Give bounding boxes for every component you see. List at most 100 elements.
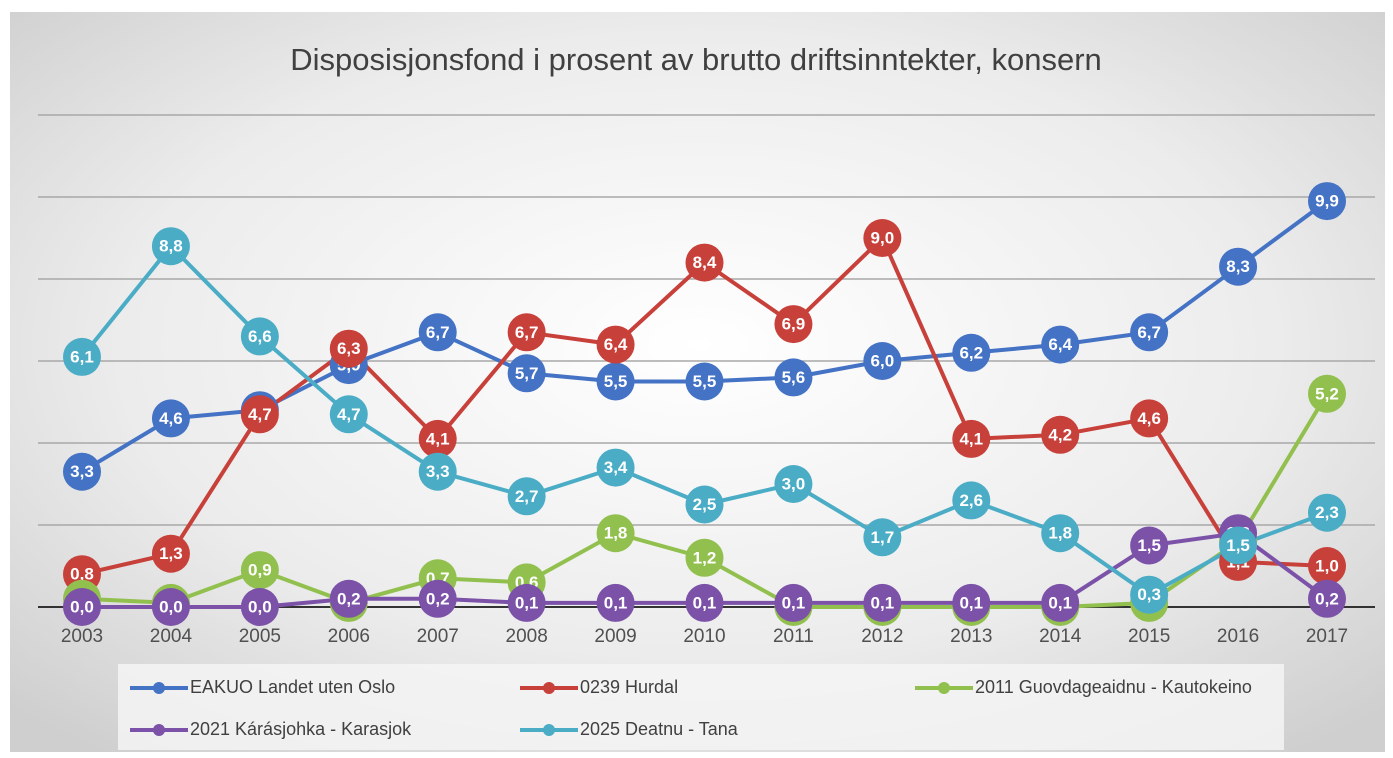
x-tick-label: 2017: [1306, 626, 1348, 647]
x-tick-label: 2013: [950, 626, 992, 647]
data-label: 8,4: [693, 253, 717, 272]
data-point: [329, 579, 368, 618]
data-label: 4,7: [337, 405, 361, 424]
x-tick-label: 2010: [683, 626, 725, 647]
data-label: 6,4: [1048, 335, 1072, 354]
data-point: [1041, 415, 1080, 454]
data-label: 2,7: [515, 487, 539, 506]
data-label: 0,1: [693, 593, 717, 612]
data-label: 5,2: [1315, 384, 1339, 403]
data-point: [685, 362, 724, 401]
data-label: 6,6: [248, 327, 272, 346]
data-point: [240, 317, 279, 356]
data-label: 9,0: [871, 228, 895, 247]
data-point: [1130, 313, 1169, 352]
data-label: 5,5: [604, 372, 628, 391]
legend-box: [118, 664, 1284, 750]
data-label: 0,2: [1315, 589, 1339, 608]
data-point: [1308, 374, 1346, 413]
data-label: 2,6: [959, 491, 983, 510]
data-point: [329, 329, 368, 368]
legend-marker: [153, 682, 165, 694]
data-point: [774, 305, 813, 344]
data-point: [863, 518, 902, 557]
chart-title: Disposisjonsfond i prosent av brutto dri…: [290, 42, 1102, 77]
data-point: [63, 588, 101, 626]
data-label: 0,0: [248, 597, 272, 616]
legend-label: 2021 Kárásjohka - Karasjok: [190, 719, 412, 739]
data-point: [151, 227, 190, 266]
data-label: 1,2: [693, 548, 717, 567]
data-label: 0,0: [159, 597, 183, 616]
data-label: 1,7: [871, 528, 895, 547]
x-tick-label: 2006: [328, 626, 370, 647]
data-label: 3,0: [782, 474, 806, 493]
data-point: [596, 514, 635, 553]
data-label: 6,7: [1137, 323, 1161, 342]
x-tick-label: 2015: [1128, 626, 1170, 647]
data-label: 0,9: [248, 561, 272, 580]
data-label: 0,1: [871, 593, 895, 612]
data-point: [418, 313, 457, 352]
data-point: [685, 538, 724, 577]
data-label: 0,1: [604, 593, 628, 612]
data-point: [151, 588, 190, 626]
data-point: [1130, 526, 1169, 565]
data-point: [596, 448, 635, 487]
data-point: [1130, 399, 1169, 438]
data-label: 5,7: [515, 364, 539, 383]
data-point: [1041, 325, 1080, 364]
data-point: [1130, 575, 1169, 614]
data-label: 0,2: [337, 589, 361, 608]
data-point: [774, 358, 813, 397]
data-label: 6,3: [337, 339, 361, 358]
data-label: 1,8: [604, 524, 628, 543]
data-label: 8,3: [1226, 257, 1250, 276]
data-label: 4,6: [1137, 409, 1161, 428]
data-point: [1308, 547, 1346, 585]
data-point: [63, 337, 101, 376]
data-label: 4,6: [159, 409, 183, 428]
data-point: [240, 395, 279, 434]
data-point: [1308, 493, 1346, 532]
data-label: 0,1: [515, 593, 539, 612]
legend-marker: [543, 682, 555, 694]
data-point: [151, 399, 190, 438]
data-label: 6,1: [70, 347, 94, 366]
data-label: 0,1: [1048, 593, 1072, 612]
data-point: [507, 477, 546, 516]
legend-marker: [153, 724, 165, 736]
data-point: [418, 579, 457, 618]
data-point: [1219, 247, 1258, 286]
data-label: 1,8: [1048, 524, 1072, 543]
data-label: 2,3: [1315, 503, 1339, 522]
data-label: 0,3: [1137, 585, 1161, 604]
data-label: 6,7: [515, 323, 539, 342]
data-point: [507, 354, 546, 393]
legend-label: 2025 Deatnu - Tana: [580, 719, 739, 739]
data-label: 4,1: [959, 429, 983, 448]
x-tick-label: 2011: [773, 626, 814, 647]
x-tick-label: 2004: [150, 626, 193, 647]
legend-marker: [938, 682, 950, 694]
data-label: 0,0: [70, 597, 94, 616]
data-point: [685, 485, 724, 524]
data-label: 6,7: [426, 323, 450, 342]
data-point: [151, 534, 190, 573]
data-label: 2,5: [693, 495, 717, 514]
data-point: [774, 465, 813, 503]
data-point: [952, 419, 991, 458]
data-label: 5,5: [693, 372, 717, 391]
data-point: [863, 583, 902, 622]
data-point: [240, 551, 279, 590]
x-tick-label: 2008: [506, 626, 548, 647]
data-point: [952, 481, 991, 520]
data-point: [507, 313, 546, 352]
x-tick-label: 2012: [861, 626, 903, 647]
data-point: [1041, 514, 1080, 553]
data-label: 4,1: [426, 429, 450, 448]
data-label: 1,5: [1137, 536, 1161, 555]
data-point: [596, 325, 635, 364]
x-tick-label: 2005: [239, 626, 281, 647]
